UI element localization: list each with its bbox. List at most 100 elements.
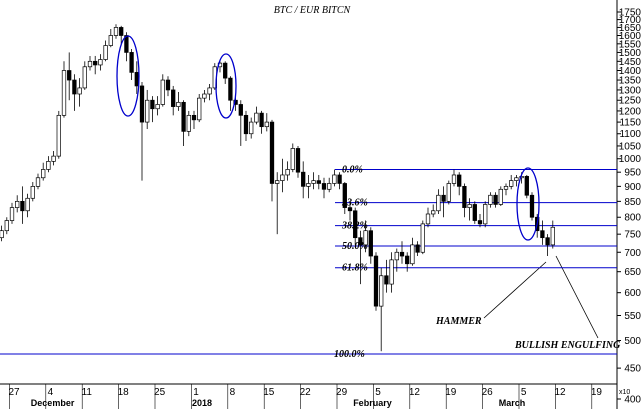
y-tick-label: 600 <box>624 288 641 299</box>
candle-body <box>358 237 363 246</box>
candle-body <box>77 87 82 95</box>
candle-body <box>56 114 61 157</box>
candle-body <box>186 114 191 132</box>
annotation-arrows <box>483 255 599 339</box>
y-tick-label: 1650 <box>619 23 642 34</box>
candle-body <box>165 79 171 91</box>
candle-body <box>191 114 197 121</box>
candle-body <box>202 93 207 99</box>
y-tick-label: 500 <box>624 336 641 347</box>
candle-body <box>384 275 389 285</box>
y-tick-label: 1550 <box>619 39 642 50</box>
candle-body <box>25 197 30 212</box>
candle-body <box>9 207 15 221</box>
annotation: HAMMER <box>435 316 482 327</box>
candle-body <box>483 204 488 225</box>
y-tick-label: 1200 <box>619 106 642 117</box>
candle-body <box>550 226 555 246</box>
candle-body <box>379 275 384 307</box>
candle-body <box>363 230 368 246</box>
hammer-arrow <box>483 261 547 319</box>
candle-body <box>176 101 181 107</box>
candle-body <box>301 171 306 187</box>
candle-body <box>93 60 98 66</box>
candle-body <box>160 79 165 105</box>
y-tick-label: 650 <box>624 267 641 278</box>
fib-label: 23.6% <box>341 198 368 209</box>
candle-body <box>399 251 405 257</box>
x-tick-label: 15 <box>263 387 275 398</box>
x-tick-label: 11 <box>82 387 93 398</box>
candle-body <box>103 45 108 60</box>
candle-body <box>436 194 441 212</box>
candle-body <box>119 27 124 36</box>
candle-body <box>254 112 259 123</box>
candle-body <box>477 220 483 225</box>
candle-body <box>457 174 462 187</box>
candle-body <box>0 230 4 239</box>
candle-body <box>451 174 457 184</box>
candle-body <box>488 194 493 205</box>
candle-body <box>181 101 186 132</box>
x-tick-label: 27 <box>8 387 20 398</box>
candle-body <box>524 176 529 196</box>
candle-body <box>509 180 514 187</box>
y-tick-label: 1350 <box>619 76 642 87</box>
candle-body <box>139 85 145 123</box>
highlight-ellipse <box>516 167 540 241</box>
x-tick-label: 1 <box>193 387 199 398</box>
candle-body <box>243 114 249 135</box>
candle-body <box>275 180 280 184</box>
highlights <box>116 35 540 241</box>
candle-body <box>197 97 202 121</box>
candle-body <box>529 194 535 218</box>
candle-body <box>145 99 150 123</box>
y-tick-label: 800 <box>624 213 641 224</box>
y-tick-label: 1450 <box>619 57 642 68</box>
candle-body <box>72 79 77 95</box>
candle-body <box>113 27 119 36</box>
x-tick-label: 12 <box>554 387 566 398</box>
candle-body <box>223 62 228 79</box>
fib-label: 50.0% <box>342 241 368 252</box>
candle-body <box>295 148 301 173</box>
candle-body <box>269 121 275 184</box>
candle-body <box>82 66 87 89</box>
candle-body <box>129 52 134 73</box>
month-label: 2018 <box>192 398 212 408</box>
candle-body <box>35 177 41 187</box>
candle-body <box>327 183 332 190</box>
engulfing-arrow <box>555 255 599 339</box>
candle-body <box>46 161 51 170</box>
x-tick-label: 4 <box>48 387 54 398</box>
candle-body <box>514 177 519 181</box>
fib-label: 100.0% <box>334 349 365 360</box>
y-tick-label: 850 <box>624 197 641 208</box>
highlight-ellipse <box>215 53 237 119</box>
x-tick-label: 18 <box>118 387 130 398</box>
month-label: February <box>353 398 392 408</box>
candle-body <box>15 201 20 208</box>
candle-body <box>280 174 285 181</box>
candle-body <box>446 183 451 202</box>
x-tick-label: 29 <box>336 387 348 398</box>
y-tick-label: 1300 <box>619 85 642 96</box>
fib-label: 0.0% <box>342 164 363 175</box>
candle-body <box>41 169 46 179</box>
candle-body <box>462 186 467 208</box>
candle-body <box>51 155 56 162</box>
candle-body <box>394 251 399 261</box>
month-label: March <box>499 398 526 408</box>
y-tick-label: 1400 <box>619 66 642 77</box>
candle-body <box>155 104 160 110</box>
candle-body <box>420 223 425 253</box>
candle-body <box>389 259 394 285</box>
candle-body <box>431 210 436 215</box>
candle-body <box>290 148 295 170</box>
y-tick-label: 1700 <box>619 15 642 26</box>
candle-body <box>467 204 472 208</box>
candle-body <box>207 87 212 95</box>
highlight-ellipse <box>116 35 140 117</box>
